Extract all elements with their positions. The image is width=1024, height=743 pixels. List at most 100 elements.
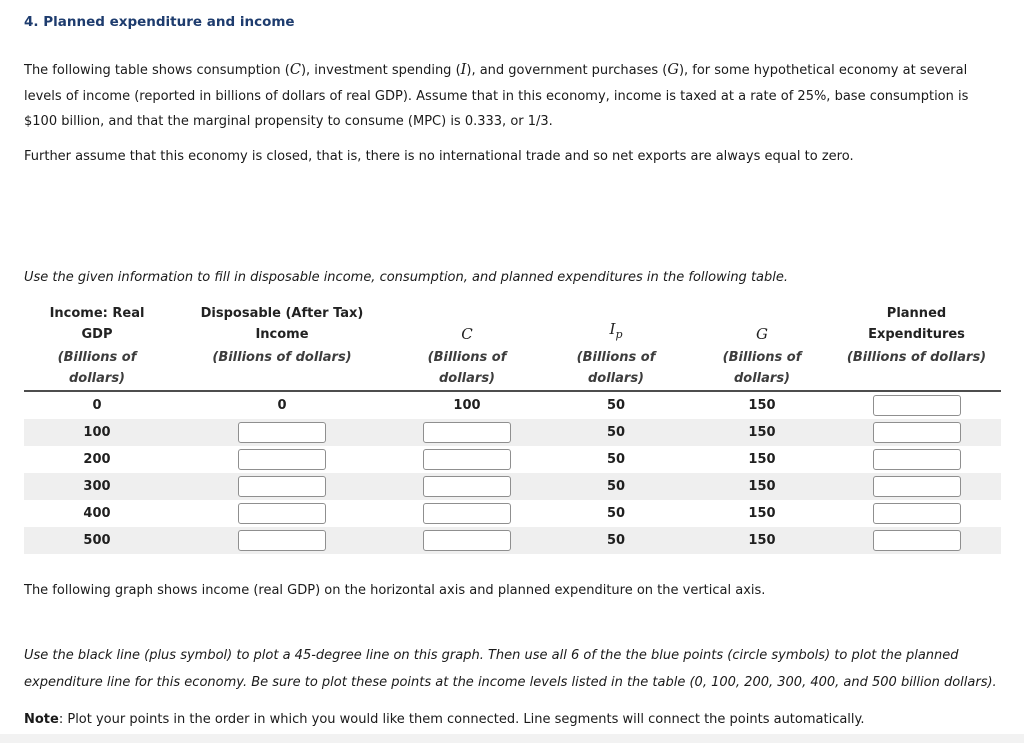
disposable-cell [170,500,394,527]
consumption-input-200[interactable] [423,448,511,470]
expenditure-table: Income: Real GDP (Billions of dollars) Dis… [24,303,1001,554]
consumption-input-300[interactable] [423,475,511,497]
intro-text-4: ), for some hypothetical economy at seve… [24,63,969,129]
planned-cell [832,419,1001,446]
investment-cell: 50 [606,397,626,413]
investment-header-subscript: p [615,327,623,341]
planned-cell [832,391,1001,419]
plot-instruction: Use the black line (plus symbol) to plot… [24,647,997,691]
intro-text-1: The following table shows consumption ( [24,63,290,78]
intro-text-3: ), and government purchases ( [466,63,668,78]
planned-expenditure-input-200[interactable] [872,448,961,470]
investment-header-units1: (Billions of [576,349,656,365]
investment-cell: 50 [606,478,626,494]
table-header-row: Income: Real GDP (Billions of dollars) Dis… [24,303,1001,391]
government-cell: 150 [748,532,776,548]
math-symbol-i: I [460,62,467,78]
investment-header-units2: dollars) [587,370,644,386]
note-paragraph: Note: Plot your points in the order in w… [24,711,1001,727]
investment-cell: 50 [606,424,626,440]
graph-panel-edge [0,734,1024,743]
table-row-400: 400 50 150 [24,500,1001,527]
investment-cell: 50 [606,451,626,467]
government-cell: 150 [748,505,776,521]
government-header-units1: (Billions of [722,349,802,365]
note-text: : Plot your points in the order in which… [58,711,865,727]
intro-paragraph: The following table shows consumption (C… [24,58,986,135]
consumption-input-500[interactable] [423,529,511,551]
planned-expenditure-input-400[interactable] [872,502,961,524]
problem-title: 4. Planned expenditure and income [24,14,295,30]
consumption-value-0: 100 [453,397,481,413]
planned-cell [832,500,1001,527]
disposable-cell [170,446,394,473]
consumption-cell [394,473,540,500]
table-row-100: 100 50 150 [24,418,1001,446]
investment-cell: 50 [606,505,626,521]
graph-intro-paragraph: The following graph shows income (real G… [24,582,766,598]
table-row-200: 200 50 150 [24,446,1001,473]
income-cell: 0 [92,397,102,413]
content-area: 4. Planned expenditure and income The fo… [0,14,1024,727]
income-header-line1: Income: Real [49,305,145,321]
consumption-cell [394,419,540,446]
planned-header-line1: Planned [886,305,947,321]
disposable-cell [170,419,394,446]
disposable-cell [170,473,394,500]
planned-expenditure-input-100[interactable] [872,421,961,443]
disposable-income-input-500[interactable] [238,529,326,551]
disposable-header-line1: Disposable (After Tax) [200,305,364,321]
table-row-300: 300 50 150 [24,472,1001,500]
table-row-500: 500 50 150 [24,526,1001,554]
closed-economy-paragraph: Further assume that this economy is clos… [24,148,854,164]
disposable-income-input-100[interactable] [238,421,326,443]
income-cell: 100 [83,424,111,440]
table-row-0: 0 0 100 50 150 [24,391,1001,419]
income-cell: 400 [83,505,111,521]
fill-table-instruction: Use the given information to fill in dis… [24,270,789,285]
consumption-cell [394,500,540,527]
income-header-units2: dollars) [68,370,125,386]
planned-expenditure-input-300[interactable] [872,475,961,497]
note-label: Note [24,711,59,727]
planned-cell [832,446,1001,473]
income-cell: 500 [83,532,111,548]
intro-text-2: ), investment spending ( [300,63,461,78]
investment-cell: 50 [606,532,626,548]
income-header-units1: (Billions of [57,349,137,365]
planned-header-units: (Billions of dollars) [846,349,987,365]
government-header-symbol: G [756,324,768,343]
col-header-disposable: Disposable (After Tax) Income (Billions o… [170,303,394,391]
disposable-income-input-200[interactable] [238,448,326,470]
income-cell: 200 [83,451,111,467]
government-header-units2: dollars) [733,370,790,386]
planned-cell [832,473,1001,500]
consumption-header-symbol: C [461,324,473,343]
consumption-input-100[interactable] [423,421,511,443]
disposable-header-line2: Income [255,326,309,342]
disposable-income-input-300[interactable] [238,475,326,497]
col-header-income: Income: Real GDP (Billions of dollars) [24,303,170,391]
consumption-header-units2: dollars) [438,370,495,386]
consumption-header-units1: (Billions of [427,349,507,365]
math-symbol-g: G [667,62,679,78]
math-symbol-c: C [289,62,301,78]
planned-expenditure-input-0[interactable] [872,394,961,416]
col-header-government: G (Billions of dollars) [692,303,832,391]
investment-header-symbol: Ip [609,319,623,341]
col-header-investment: Ip (Billions of dollars) [540,303,692,391]
disposable-value-0: 0 [277,397,287,413]
planned-expenditure-input-500[interactable] [872,529,961,551]
income-header-line2: GDP [81,326,113,342]
disposable-income-input-400[interactable] [238,502,326,524]
government-cell: 150 [748,478,776,494]
col-header-consumption: C (Billions of dollars) [394,303,540,391]
consumption-cell [394,527,540,554]
consumption-cell [394,446,540,473]
government-cell: 150 [748,424,776,440]
disposable-header-units: (Billions of dollars) [212,349,352,365]
disposable-cell [170,527,394,554]
planned-cell [832,527,1001,554]
consumption-input-400[interactable] [423,502,511,524]
